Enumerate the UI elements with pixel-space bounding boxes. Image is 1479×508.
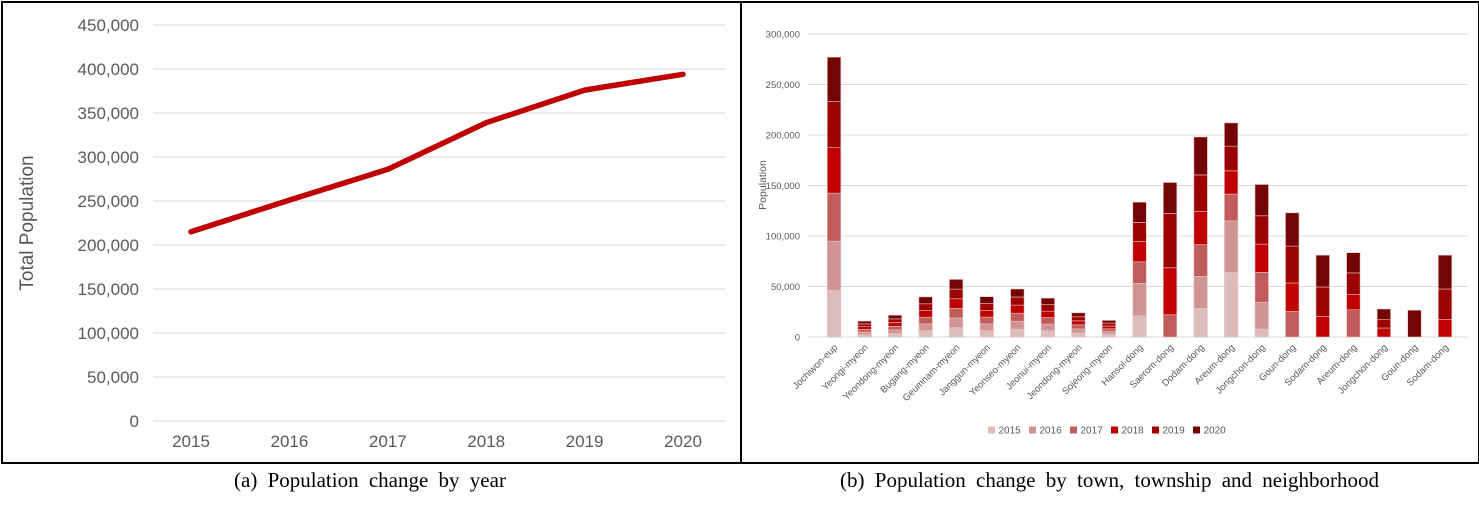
svg-text:100,000: 100,000 [78,324,139,343]
y-axis-title: Total Population [17,155,38,290]
svg-text:2019: 2019 [566,432,604,451]
legend-label-2018: 2018 [1122,426,1145,437]
bar-Sojeong-myeon [1101,320,1117,338]
bar-Areum-dong [1224,122,1239,338]
legend-swatch-2017 [1070,426,1077,434]
legend-label-2016: 2016 [1040,426,1063,437]
bar-Yeondong-myeon [888,314,903,338]
panel-divider [740,3,742,462]
y-tick-labels: 0 50,000 100,000 150,000 200,000 250,000 300,0… [78,16,139,431]
line-chart-svg: 0 50,000 100,000 150,000 200,000 250,000 300,0… [17,16,725,451]
bar-Jongchon-dong [1254,184,1269,338]
svg-text:2017: 2017 [369,432,407,451]
bar-Janggun-myeon [979,296,994,338]
bar-chart-svg: 0 50,000 100,000 150,000 200,000 250,000 300,0… [757,30,1468,437]
legend: 2015 2016 2017 2018 2019 2020 [988,426,1226,437]
gridlines [153,24,725,422]
svg-text:2020: 2020 [664,432,702,451]
bar-Jeonui-myeon [1040,297,1055,338]
caption-a: (a) Population change by year [234,468,506,492]
svg-text:300,000: 300,000 [78,148,139,167]
legend-label-2020: 2020 [1204,426,1227,437]
bar-Yeongi-myeon [857,320,872,338]
legend-swatch-2018 [1111,426,1118,434]
svg-text:100,000: 100,000 [766,232,800,243]
svg-text:250,000: 250,000 [766,80,800,91]
svg-text:400,000: 400,000 [78,60,139,79]
svg-text:450,000: 450,000 [78,16,139,35]
bar-Goun-dong [1407,309,1422,338]
x-tick-labels: 2015 2016 2017 2018 2019 2020 [172,432,702,451]
bar-Areum-dong [1346,252,1361,338]
bar-Bugang-myeon [918,296,933,338]
population-line-chart: 0 50,000 100,000 150,000 200,000 250,000 300,0… [3,3,741,462]
svg-text:0: 0 [130,412,139,431]
y-axis-title: Population [757,160,769,210]
bar-Jeondong-myeon [1071,312,1086,338]
svg-text:350,000: 350,000 [78,104,139,123]
svg-text:50,000: 50,000 [771,282,800,293]
bar-Jochiwon-eup [827,56,842,338]
svg-text:200,000: 200,000 [78,236,139,255]
bar-Sodam-dong [1315,254,1330,338]
bar-Jongchon-dong [1376,308,1391,338]
figure-border-box: 0 50,000 100,000 150,000 200,000 250,000 300,0… [1,1,1479,464]
legend-swatch-2016 [1029,426,1036,434]
svg-text:300,000: 300,000 [766,30,800,41]
svg-text:2015: 2015 [172,432,210,451]
y-tick-labels: 0 50,000 100,000 150,000 200,000 250,000 300,0… [766,30,800,344]
bar-Sodam-dong [1437,254,1453,338]
legend-label-2015: 2015 [999,426,1022,437]
legend-label-2017: 2017 [1081,426,1104,437]
legend-swatch-2020 [1193,426,1200,434]
legend-label-2019: 2019 [1163,426,1186,437]
svg-text:Yeondong-myeon: Yeondong-myeon [841,342,901,402]
bar-Saerom-dong [1162,182,1178,338]
bar-Dodam-dong [1193,136,1208,338]
svg-text:2018: 2018 [467,432,505,451]
stacked-bars [827,56,1453,338]
bar-Hansol-dong [1132,201,1147,338]
legend-swatch-2015 [988,426,995,434]
legend-swatch-2019 [1152,426,1159,434]
svg-text:200,000: 200,000 [766,131,800,142]
svg-text:150,000: 150,000 [78,280,139,299]
population-stacked-bar-chart: 0 50,000 100,000 150,000 200,000 250,000 300,0… [742,3,1478,462]
caption-b: (b) Population change by town, township … [840,468,1379,492]
bar-Yeonseo-myeon [1010,288,1025,338]
bar-Goun-dong [1285,212,1300,338]
svg-text:250,000: 250,000 [78,192,139,211]
svg-text:0: 0 [795,333,800,344]
svg-text:150,000: 150,000 [766,181,800,192]
x-category-labels: Jochiwon-eupYeongi-myeonYeondong-myeonBu… [791,342,1451,404]
total-population-line [188,71,686,235]
bar-Geumnam-myeon [949,279,964,338]
svg-text:Jeondong-myeon: Jeondong-myeon [1025,342,1085,402]
svg-text:50,000: 50,000 [87,368,139,387]
svg-text:2016: 2016 [270,432,308,451]
